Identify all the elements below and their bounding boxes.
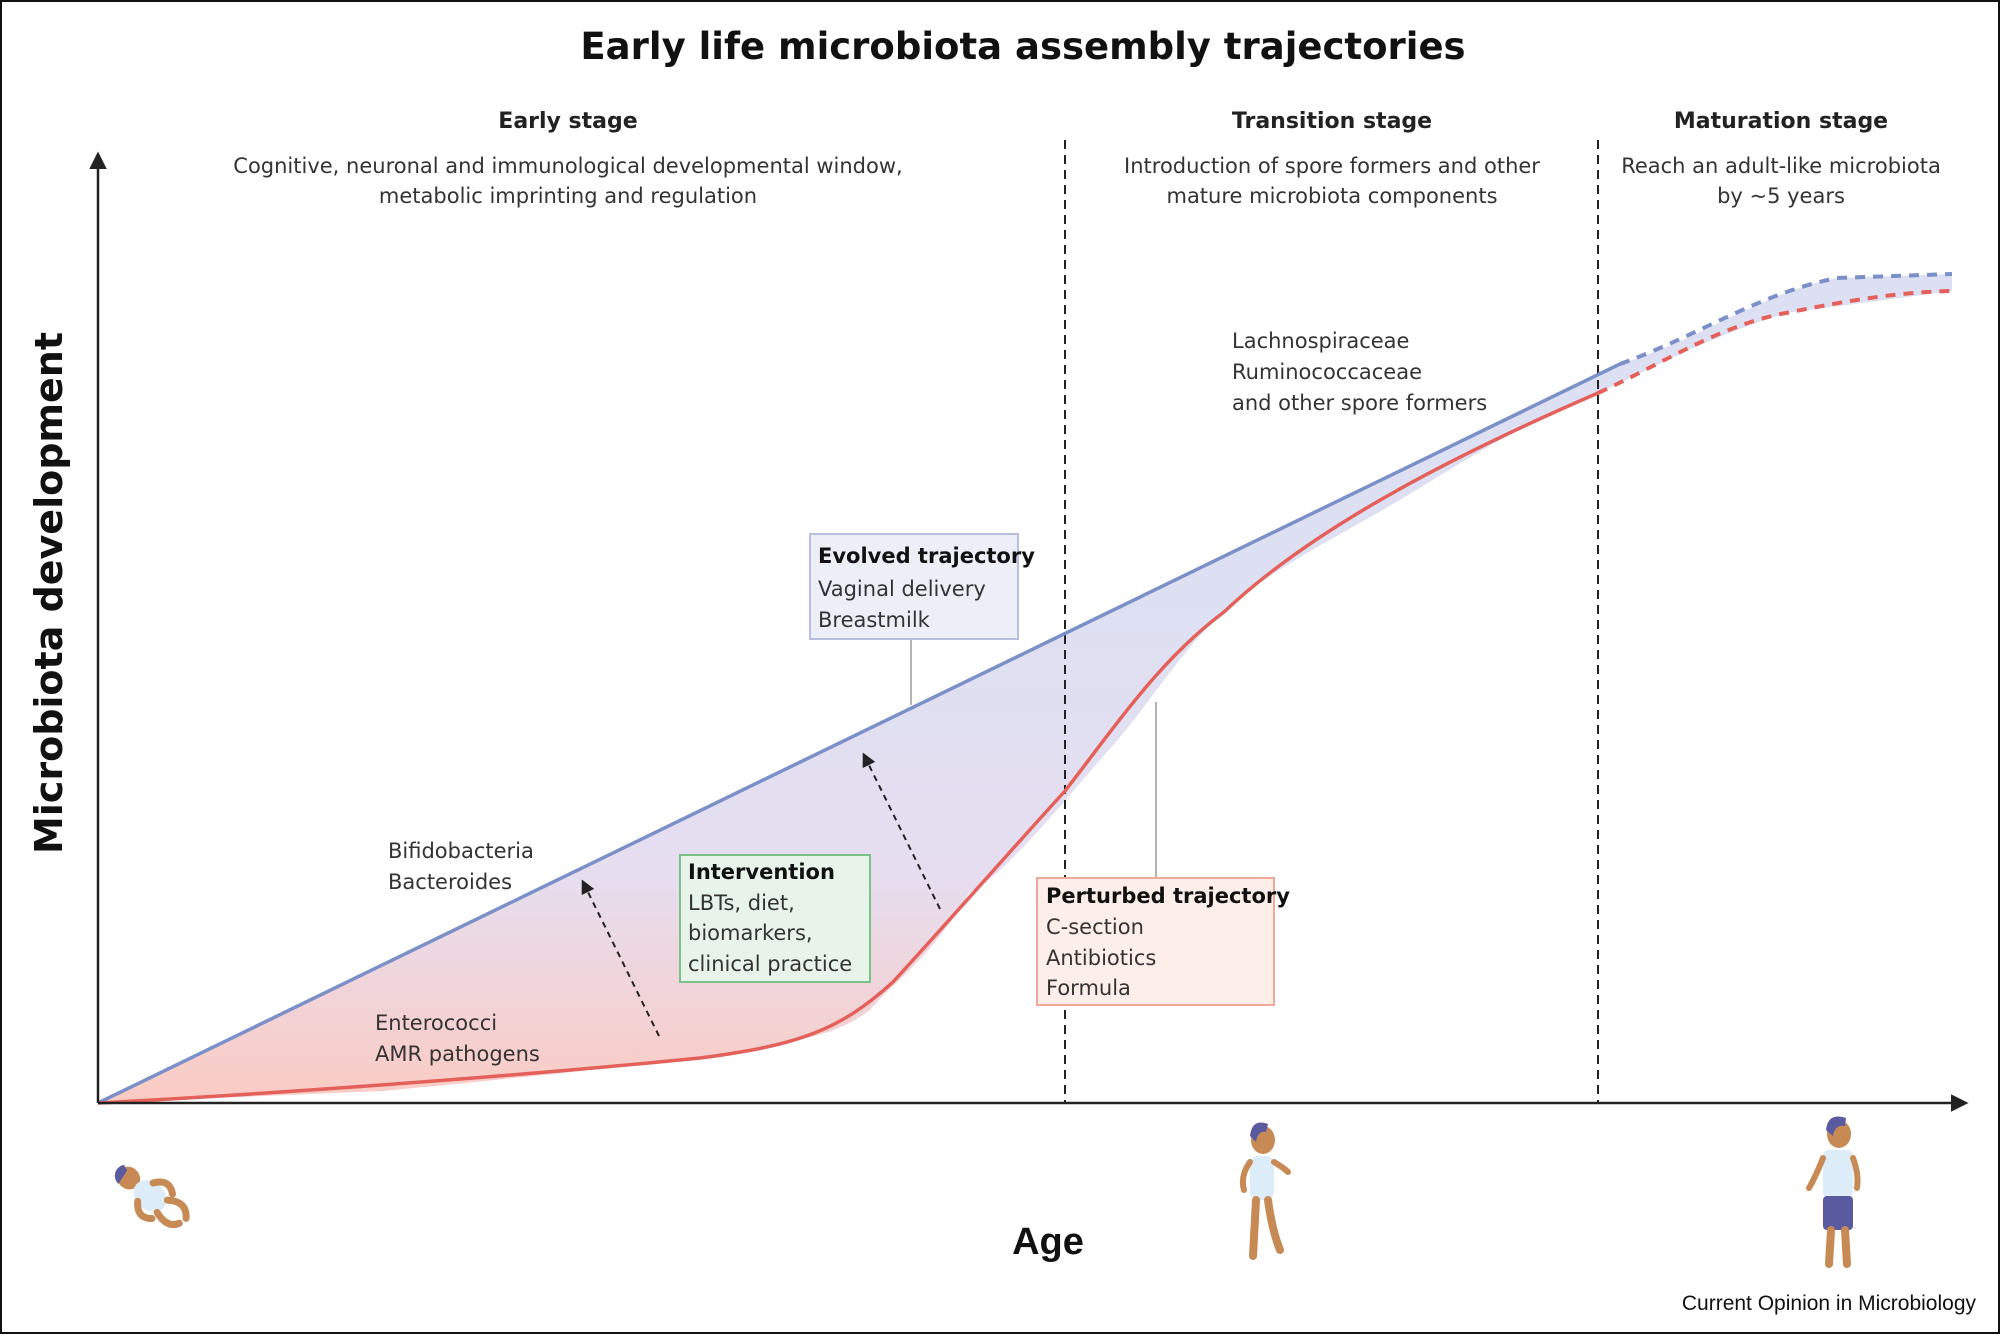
stage-title: Transition stage [1232, 109, 1432, 134]
stage-desc: Reach an adult-like microbiota [1621, 154, 1941, 178]
taxon: Bifidobacteria [388, 839, 534, 863]
taxon: Lachnospiraceae [1232, 329, 1409, 353]
perturbed-trajectory-projection [1597, 289, 1953, 395]
stage-desc: Cognitive, neuronal and immunological de… [233, 154, 902, 178]
box-line: clinical practice [688, 952, 852, 976]
taxon: Enterococci [375, 1011, 497, 1035]
stage-desc: metabolic imprinting and regulation [379, 184, 757, 208]
evolved-trajectory-line [97, 362, 1621, 1105]
child-icon [1806, 1116, 1861, 1268]
taxon: AMR pathogens [375, 1042, 540, 1066]
late-taxa-label: Lachnospiraceae Ruminococcaceae and othe… [1232, 329, 1487, 415]
x-axis-label: Age [1012, 1221, 1084, 1263]
box-title: Perturbed trajectory [1046, 884, 1290, 908]
stage-desc: mature microbiota components [1166, 184, 1497, 208]
box-line: biomarkers, [688, 921, 813, 945]
stage-title: Early stage [498, 109, 637, 134]
stage-early: Early stage Cognitive, neuronal and immu… [233, 109, 902, 208]
infant-icon [114, 1164, 190, 1229]
box-line: Breastmilk [818, 608, 931, 632]
box-line: Antibiotics [1046, 946, 1156, 970]
diagram-title: Early life microbiota assembly trajector… [580, 25, 1465, 68]
intervention-arrow [862, 752, 941, 910]
intervention-arrow [581, 879, 660, 1037]
perturbed-trajectory-box: Perturbed trajectory C-section Antibioti… [1036, 877, 1290, 1006]
box-title: Evolved trajectory [818, 544, 1035, 568]
stage-desc: Introduction of spore formers and other [1124, 154, 1540, 178]
box-title: Intervention [688, 860, 835, 884]
stage-maturation: Maturation stage Reach an adult-like mic… [1621, 109, 1941, 208]
stage-desc: by ~5 years [1717, 184, 1845, 208]
taxon: Bacteroides [388, 870, 512, 894]
stage-transition: Transition stage Introduction of spore f… [1124, 109, 1540, 208]
box-line: Formula [1046, 976, 1131, 1000]
perturbed-trajectory-line [97, 391, 1599, 1105]
taxon: Ruminococcaceae [1232, 360, 1422, 384]
journal-credit: Current Opinion in Microbiology [1682, 1292, 1977, 1315]
early-evolved-taxa-label: Bifidobacteria Bacteroides [388, 839, 534, 894]
evolved-trajectory-projection [1619, 272, 1953, 366]
toddler-icon [1239, 1122, 1291, 1260]
early-perturbed-taxa-label: Enterococci AMR pathogens [375, 1011, 540, 1066]
taxon: and other spore formers [1232, 391, 1487, 415]
y-axis-label: Microbiota development [27, 332, 71, 854]
trajectory-gap-band [98, 274, 1952, 1103]
evolved-trajectory-box: Evolved trajectory Vaginal delivery Brea… [809, 533, 1035, 640]
box-line: LBTs, diet, [688, 891, 795, 915]
box-line: C-section [1046, 915, 1144, 939]
intervention-box: Intervention LBTs, diet, biomarkers, cli… [679, 854, 871, 983]
stage-title: Maturation stage [1674, 109, 1888, 134]
box-line: Vaginal delivery [818, 577, 986, 601]
